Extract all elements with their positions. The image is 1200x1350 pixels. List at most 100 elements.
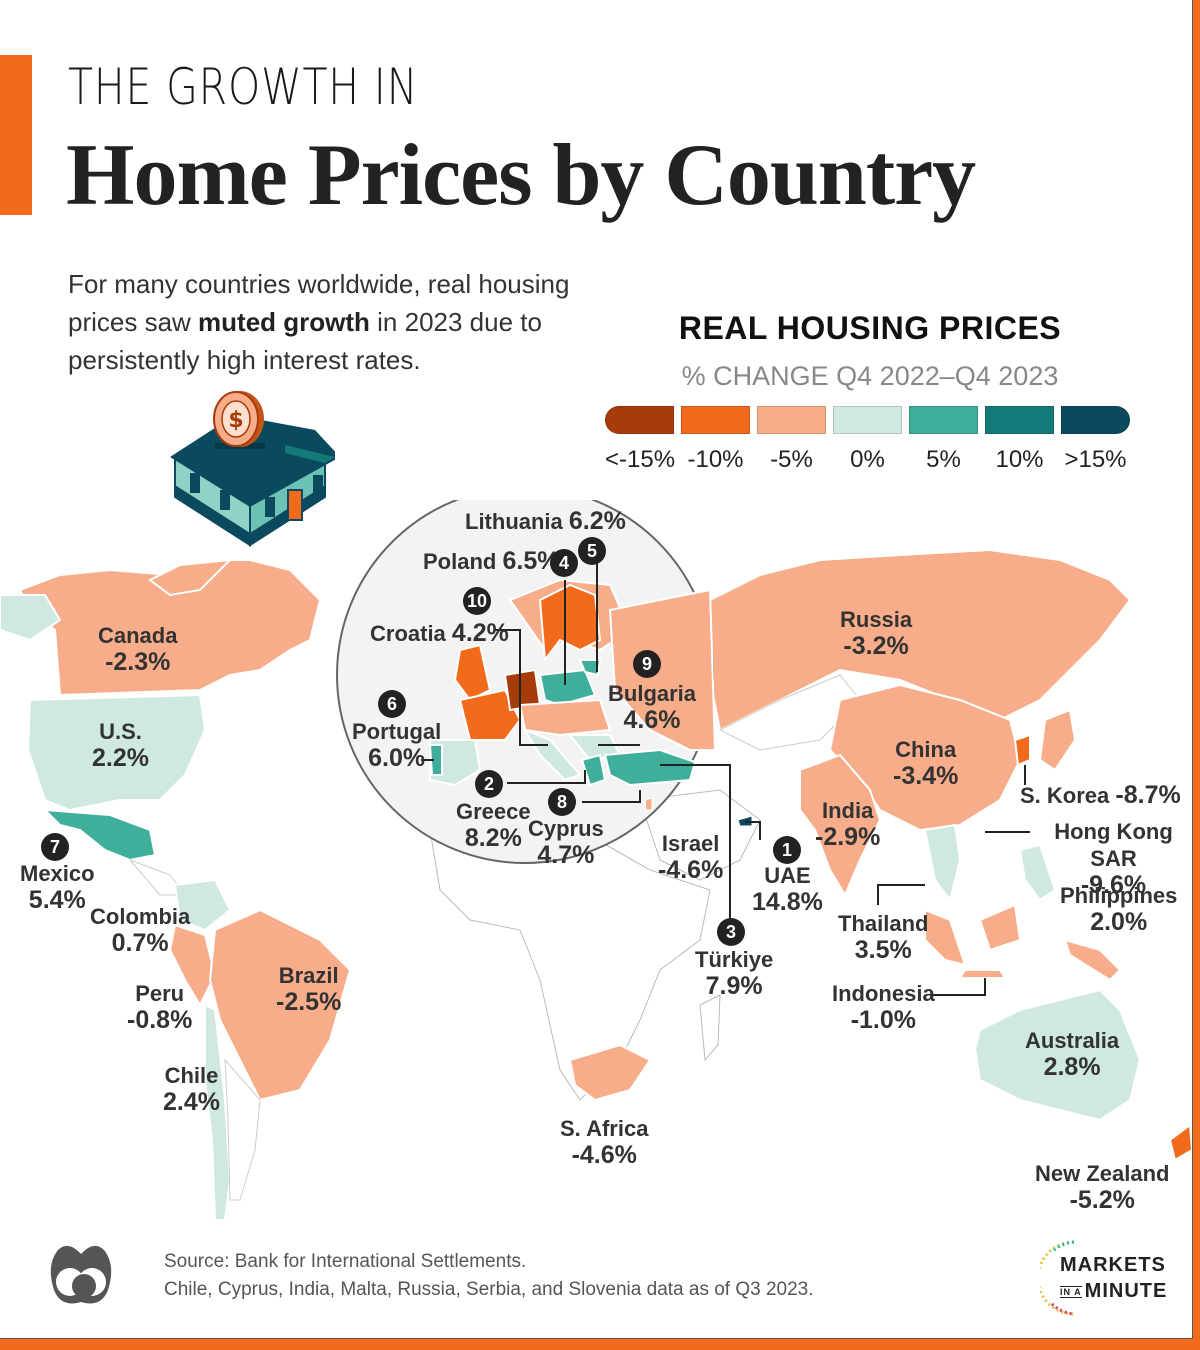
region-java [958, 969, 1007, 979]
legend-tick: -10% [687, 446, 744, 473]
legend-swatch [1061, 406, 1130, 434]
rank-badge-6: 6 [378, 690, 406, 718]
legend-title: REAL HOUSING PRICES [678, 310, 1062, 346]
region-borneo [978, 903, 1022, 952]
label-canada: Canada -2.3% [98, 623, 178, 676]
label-peru: Peru -0.8% [127, 981, 193, 1034]
label-israel: Israel -4.6% [658, 831, 724, 884]
region-us [26, 693, 207, 812]
region-thailand [923, 823, 962, 903]
source-note: Source: Bank for International Settlemen… [164, 1248, 814, 1304]
region-africa [429, 819, 711, 1101]
legend-tick: 5% [926, 446, 961, 473]
title-kicker: THE GROWTH IN [68, 58, 419, 116]
brand-line-1: MARKETS [1060, 1254, 1166, 1276]
legend-ticks: <-15% -10% -5% 0% 5% 10% >15% [605, 446, 1135, 474]
region-new-zealand [1168, 1123, 1192, 1162]
label-poland: Poland 6.5% [423, 547, 560, 575]
rank-badge-1: 1 [773, 836, 801, 864]
label-lithuania: Lithuania 6.2% [465, 507, 626, 535]
label-philippines: Philippines 2.0% [1060, 883, 1178, 936]
label-cyprus: Cyprus 4.7% [528, 816, 604, 869]
subtitle: For many countries worldwide, real housi… [68, 265, 608, 379]
page-title: Home Prices by Country [66, 127, 976, 224]
label-mexico: Mexico 5.4% [20, 861, 95, 914]
region-france [458, 688, 522, 741]
region-brazil [208, 908, 352, 1102]
label-colombia: Colombia 0.7% [90, 904, 191, 957]
rank-badge-7: 7 [41, 833, 69, 861]
legend-swatch [605, 406, 674, 434]
label-chile: Chile 2.4% [163, 1063, 220, 1116]
legend-tick: >15% [1064, 446, 1127, 473]
piggy-bank-house-icon: $ [170, 391, 335, 547]
rank-badge-8: 8 [548, 788, 576, 816]
label-india: India -2.9% [815, 798, 881, 851]
label-brazil: Brazil -2.5% [276, 963, 342, 1016]
label-hong-kong: Hong Kong SAR -9.6% [1054, 819, 1173, 899]
visual-capitalist-logo-icon [50, 1245, 112, 1304]
data-note: Chile, Cyprus, India, Malta, Russia, Ser… [164, 1279, 814, 1300]
region-chile [204, 1003, 232, 1221]
legend-tick: 0% [850, 446, 885, 473]
subtitle-emphasis: muted growth [198, 307, 370, 337]
region-australia [973, 988, 1142, 1122]
rank-badge-10: 10 [463, 587, 491, 615]
label-china: China -3.4% [893, 737, 959, 790]
label-russia: Russia -3.2% [840, 607, 913, 660]
region-sweden-finland [538, 583, 602, 663]
region-philippines [1018, 843, 1057, 902]
subtitle-text: For many countries worldwide, real housi… [68, 269, 570, 337]
legend-swatch [909, 406, 978, 434]
region-eastern-russia-inset [608, 588, 717, 751]
rank-badge-9: 9 [633, 650, 661, 678]
dotted-arc-icon [1040, 1240, 1075, 1316]
label-indonesia: Indonesia -1.0% [832, 981, 935, 1034]
accent-bar [0, 55, 32, 215]
label-us: U.S. 2.2% [92, 719, 149, 772]
region-south-korea [1013, 733, 1031, 767]
region-india [799, 753, 882, 898]
region-alaska [0, 594, 62, 642]
region-israel [644, 797, 653, 811]
label-portugal: Portugal 6.0% [352, 719, 442, 772]
region-central-europe [518, 698, 612, 737]
label-australia: Australia 2.8% [1025, 1028, 1120, 1081]
source-text: Source: Bank for International Settlemen… [164, 1251, 527, 1272]
region-japan [1038, 708, 1077, 772]
svg-text:$: $ [228, 408, 243, 433]
legend-tick: -5% [770, 446, 813, 473]
rank-badge-2: 2 [475, 770, 503, 798]
region-colombia [173, 878, 232, 932]
markets-in-a-minute-logo: MARKETS IN A MINUTE [1040, 1238, 1170, 1318]
legend-swatch [833, 406, 902, 434]
region-greece [580, 753, 607, 787]
region-south-africa [568, 1043, 652, 1102]
label-uae: UAE 14.8% [752, 863, 823, 916]
subtitle-text-end: in 2023 due to persistently high interes… [68, 307, 542, 375]
label-turkiye: Türkiye 7.9% [695, 947, 774, 1000]
color-legend: REAL HOUSING PRICES % CHANGE Q4 2022–Q4 … [605, 310, 1135, 474]
label-croatia: Croatia 4.2% [370, 619, 509, 647]
region-turkiye [603, 748, 697, 787]
region-italy [522, 727, 582, 782]
label-new-zealand: New Zealand -5.2% [1035, 1161, 1170, 1214]
legend-tick: 10% [995, 446, 1044, 473]
world-map [0, 500, 1192, 1221]
brand-line-2: IN A MINUTE [1060, 1280, 1168, 1302]
label-thailand: Thailand 3.5% [838, 911, 929, 964]
region-portugal [428, 744, 443, 776]
legend-swatch [985, 406, 1054, 434]
rank-badge-5: 5 [578, 537, 606, 565]
region-lithuania [578, 659, 602, 677]
region-poland [538, 668, 597, 707]
region-new-guinea [1063, 938, 1122, 982]
legend-swatch [757, 406, 826, 434]
rank-badge-4: 4 [550, 549, 578, 577]
legend-swatches [605, 406, 1135, 434]
region-indonesia [924, 908, 967, 967]
label-greece: Greece 8.2% [456, 799, 531, 852]
legend-tick: <-15% [605, 446, 676, 473]
region-canada [18, 559, 322, 697]
